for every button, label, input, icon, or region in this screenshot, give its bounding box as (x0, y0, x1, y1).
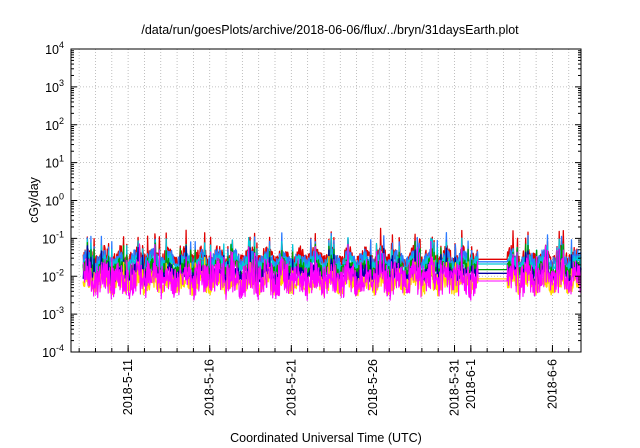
x-tick-label: 2018-6-6 (545, 359, 559, 409)
y-tick-label: 104 (45, 40, 64, 57)
x-tick-label: 2018-5-11 (121, 359, 135, 415)
y-tick-label: 100 (45, 192, 64, 209)
series-line (82, 241, 582, 301)
x-axis-label: Coordinated Universal Time (UTC) (230, 431, 422, 445)
y-tick-label: 10-3 (42, 305, 64, 322)
x-tick-labels: 2018-5-11 2018-5-16 2018-5-21 2018-5-26 2018… (121, 359, 559, 416)
y-tick-label: 101 (45, 154, 64, 171)
x-tick-label: 2018-5-21 (284, 359, 298, 416)
x-tick-label: 2018-5-26 (366, 359, 380, 416)
x-tick-label: 2018-5-31 (448, 359, 462, 416)
plot-frame (70, 48, 582, 353)
y-tick-label: 10-2 (42, 267, 64, 284)
series-line (82, 254, 582, 297)
y-tick-label: 103 (45, 78, 64, 95)
y-tick-label: 10-4 (42, 343, 64, 360)
y-tick-label: 10-1 (42, 229, 64, 246)
y-axis-label: cGy/day (27, 176, 41, 223)
x-tick-label: 2018-5-16 (203, 359, 217, 416)
grid (71, 48, 581, 353)
series-lines (82, 227, 582, 301)
chart-title: /data/run/goesPlots/archive/2018-06-06/f… (141, 23, 519, 37)
y-tick-label: 102 (45, 116, 64, 133)
x-tick-label: 2018-6-1 (464, 359, 478, 409)
y-tick-labels: 10-4 10-3 10-2 10-1 100 101 102 103 104 (42, 40, 64, 360)
